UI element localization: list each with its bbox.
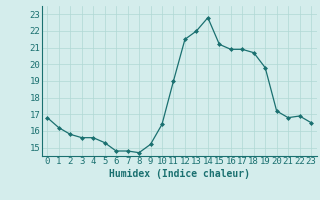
X-axis label: Humidex (Indice chaleur): Humidex (Indice chaleur) [109,169,250,179]
